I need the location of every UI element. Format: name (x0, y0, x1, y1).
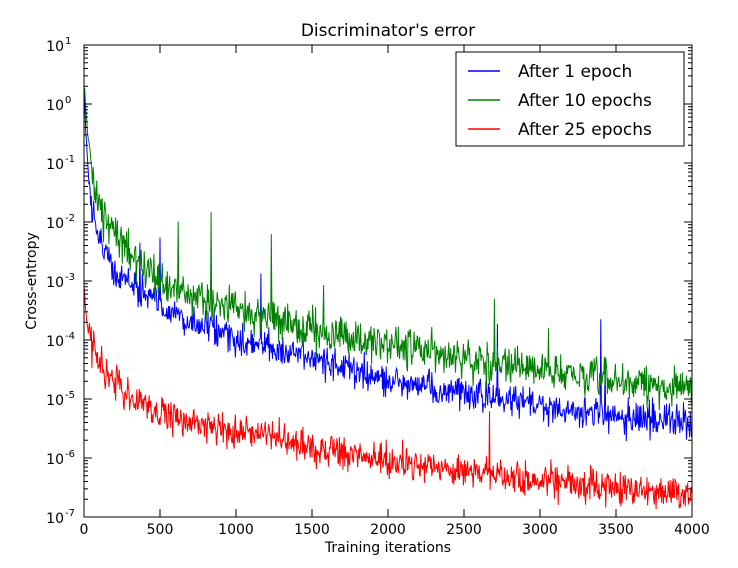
series-line (83, 86, 693, 442)
y-tick-exponent: 0 (65, 95, 71, 106)
legend-label: After 25 epochs (518, 120, 652, 140)
y-tick-exponent: -2 (65, 213, 75, 224)
x-tick-label: 3000 (522, 522, 558, 538)
y-tick-exponent: -6 (65, 449, 75, 460)
y-tick-label: 10 (46, 393, 64, 409)
x-tick-label: 1500 (294, 522, 330, 538)
y-tick-label: 10 (46, 334, 64, 350)
y-tick-exponent: -4 (65, 331, 75, 342)
y-tick-label: 10 (46, 511, 64, 527)
y-tick-label: 10 (46, 275, 64, 291)
y-tick-label: 10 (46, 98, 64, 114)
legend: After 1 epoch After 10 epochs After 25 epo… (455, 51, 685, 147)
legend-box (455, 51, 685, 147)
x-tick-label: 3500 (598, 522, 634, 538)
y-axis-label: Cross-entropy (24, 232, 40, 330)
y-tick-exponent: -5 (65, 390, 75, 401)
legend-label: After 10 epochs (518, 91, 652, 111)
x-tick-label: 4000 (674, 522, 710, 538)
x-axis-label: Training iterations (324, 540, 451, 556)
chart-title: Discriminator's error (301, 21, 475, 41)
x-tick-label: 2500 (446, 522, 482, 538)
x-tick-label: 0 (80, 522, 89, 538)
series-line (83, 87, 693, 411)
y-tick-exponent: -3 (65, 272, 75, 283)
y-tick-exponent: -7 (65, 508, 75, 519)
x-tick-label: 500 (147, 522, 174, 538)
y-tick-label: 10 (46, 157, 64, 173)
series-line (83, 287, 693, 510)
y-tick-label: 10 (46, 452, 64, 468)
x-tick-label: 2000 (370, 522, 406, 538)
y-tick-exponent: -1 (65, 154, 75, 165)
x-tick-label: 1000 (218, 522, 254, 538)
legend-label: After 1 epoch (518, 62, 632, 82)
series-layer (83, 86, 693, 510)
y-tick-label: 10 (46, 39, 64, 55)
y-tick-label: 10 (46, 216, 64, 232)
y-tick-exponent: 1 (65, 36, 71, 47)
